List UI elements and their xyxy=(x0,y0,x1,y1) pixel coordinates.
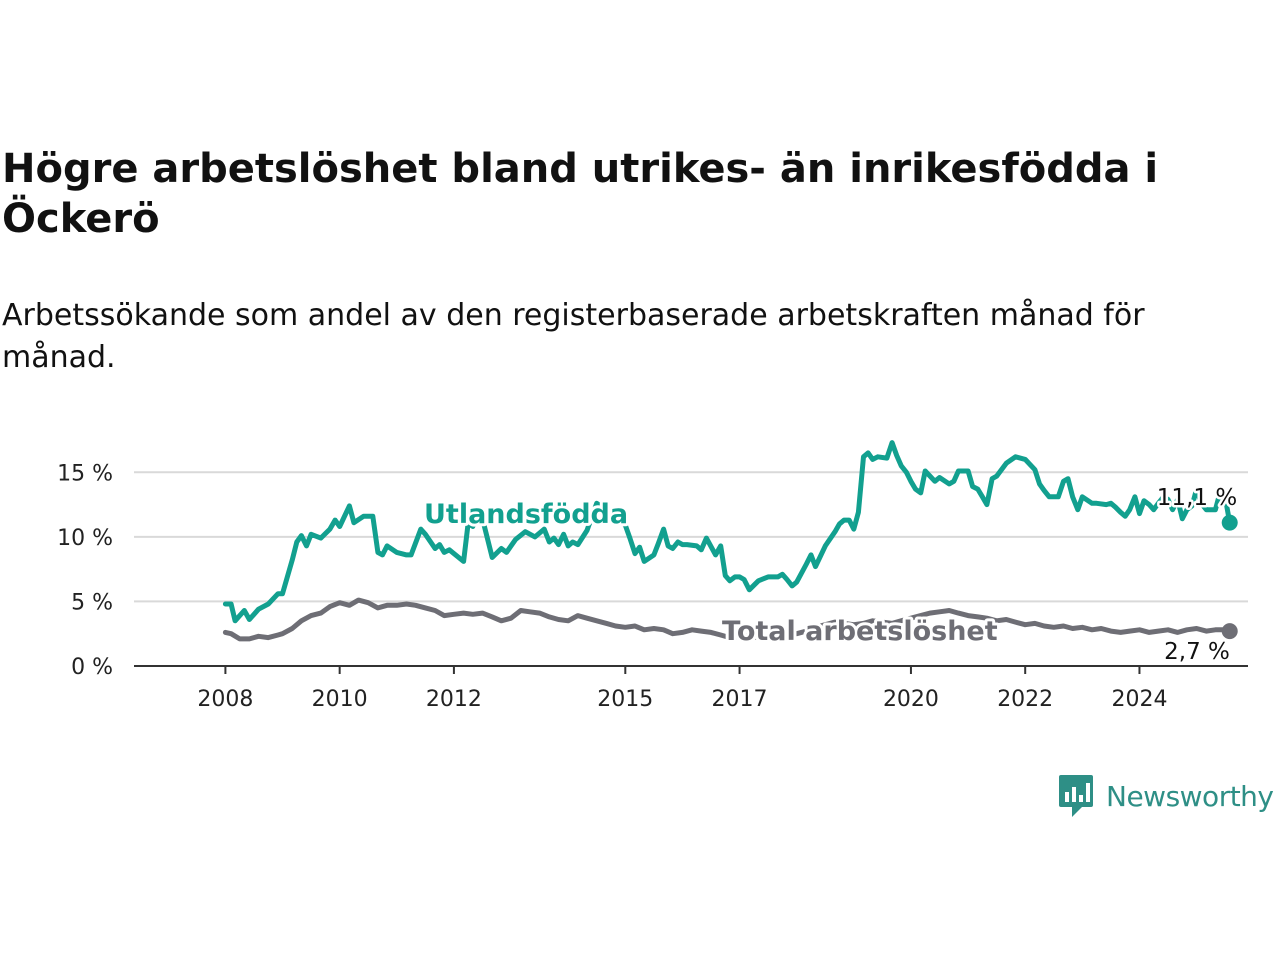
series-line-total-arbetsloshet xyxy=(222,597,1233,642)
series-line-utlandsfodda xyxy=(222,440,1233,624)
chart-subtitle: Arbetssökande som andel av den registerb… xyxy=(2,298,1145,375)
brand-logo[interactable]: Newsworthy xyxy=(1058,772,1274,820)
chart-title: Högre arbetslöshet bland utrikes- än inr… xyxy=(2,146,1159,242)
value-label-utlandsfodda: 11,1 % xyxy=(1157,485,1237,511)
x-tick-label: 2017 xyxy=(712,687,768,712)
y-tick-label: 0 % xyxy=(71,655,113,680)
y-tick-label: 10 % xyxy=(57,526,113,551)
axes: 0 % 5 % 10 % 15 % 2008 2010 2012 2015 2017 2020 20… xyxy=(57,461,1248,712)
x-tick-label: 2024 xyxy=(1111,687,1167,712)
x-tick-label: 2020 xyxy=(883,687,939,712)
end-point-total-arbetsloshet xyxy=(1221,623,1238,640)
end-point-utlandsfodda xyxy=(1221,514,1238,531)
x-tick-label: 2015 xyxy=(597,687,653,712)
series-lines xyxy=(222,440,1238,642)
x-tick-label: 2010 xyxy=(312,687,368,712)
x-tick-label: 2012 xyxy=(426,687,482,712)
y-tick-label: 5 % xyxy=(71,590,113,615)
x-tick-label: 2008 xyxy=(197,687,253,712)
y-tick-label: 15 % xyxy=(57,461,113,486)
value-label-total-arbetsloshet: 2,7 % xyxy=(1164,639,1230,665)
brand-name: Newsworthy xyxy=(1106,779,1274,813)
series-label-utlandsfodda: Utlandsfödda xyxy=(424,499,628,530)
newsworthy-logo-icon xyxy=(1059,775,1093,817)
x-tick-label: 2022 xyxy=(997,687,1053,712)
series-label-total-arbetsloshet: Total arbetslöshet xyxy=(722,616,998,647)
chart-labels: Utlandsfödda Total arbetslöshet 11,1 % 2,7 … xyxy=(421,483,1240,668)
